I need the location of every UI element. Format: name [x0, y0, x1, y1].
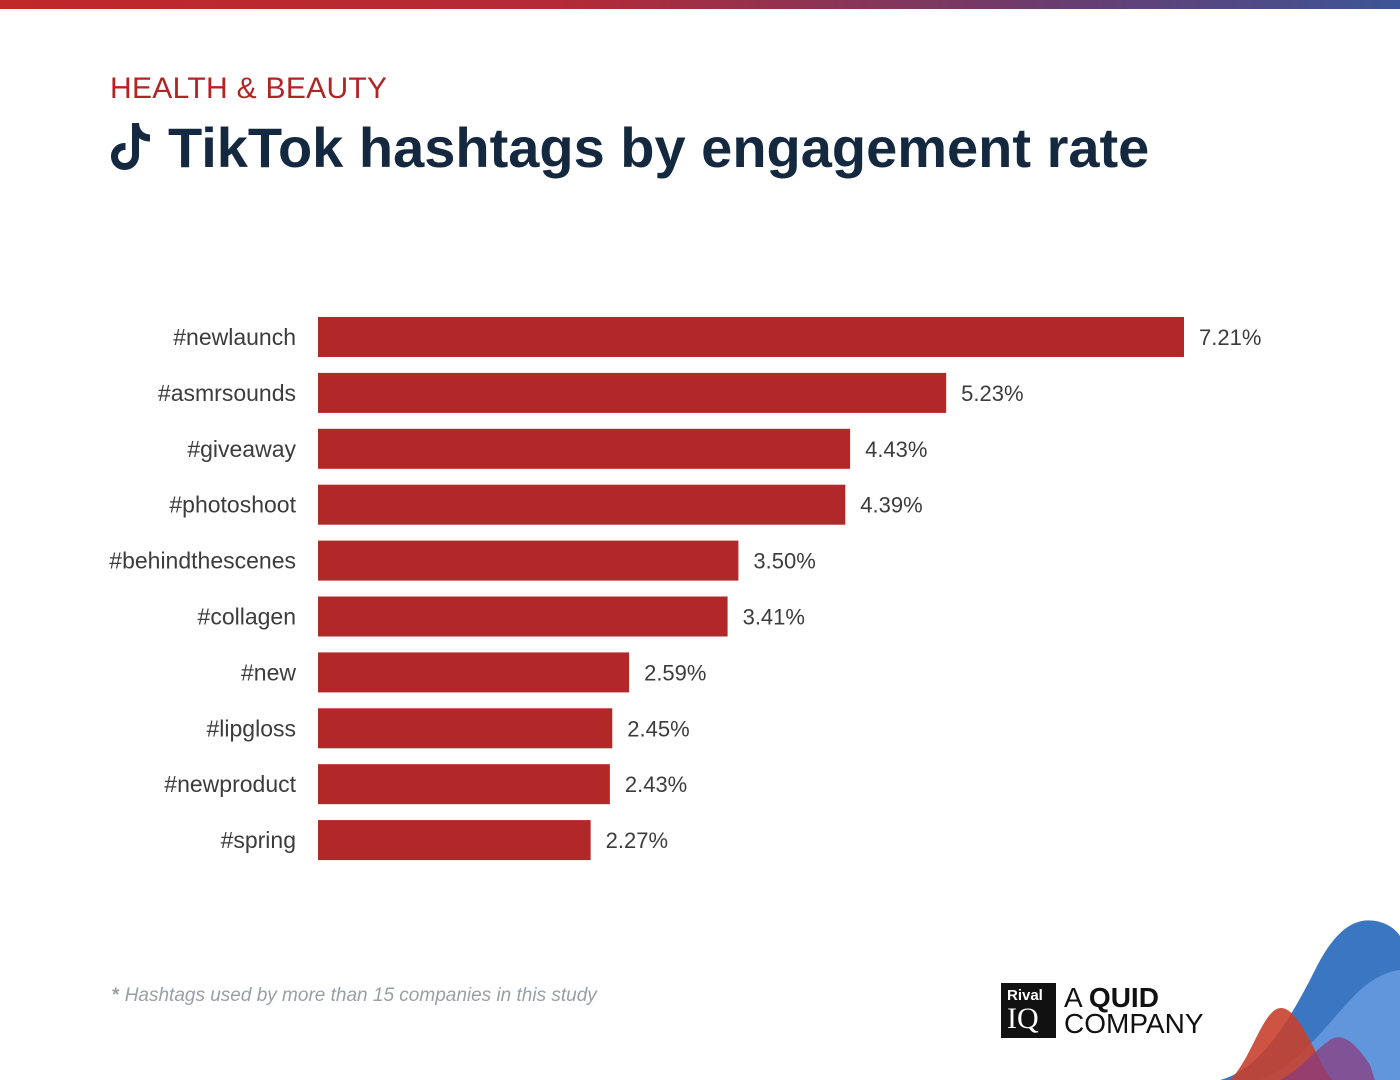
- bar-behindthescenes: [318, 540, 739, 581]
- value-label-spring: 2.27%: [606, 828, 668, 853]
- title-row: TikTok hashtags by engagement rate: [108, 112, 1149, 182]
- tiktok-icon: [111, 123, 150, 170]
- bar-lipgloss: [318, 708, 613, 749]
- brand-company: COMPANY: [1064, 1007, 1204, 1039]
- category-label-behindthescenes: #behindthescenes: [109, 548, 296, 574]
- top-accent-stripe: [0, 0, 1400, 9]
- bar-collagen: [318, 596, 728, 637]
- value-label-lipgloss: 2.45%: [627, 716, 689, 741]
- decorative-waves: [1220, 920, 1400, 1080]
- value-label-new: 2.59%: [644, 660, 706, 685]
- value-label-giveaway: 4.43%: [865, 437, 927, 462]
- bar-newproduct: [318, 764, 610, 805]
- category-label-lipgloss: #lipgloss: [207, 715, 297, 741]
- bar-new: [318, 652, 630, 693]
- category-label-photoshoot: #photoshoot: [169, 492, 296, 518]
- value-label-collagen: 3.41%: [743, 605, 805, 630]
- value-label-behindthescenes: 3.50%: [753, 549, 815, 574]
- value-label-asmrsounds: 5.23%: [961, 381, 1023, 406]
- bar-photoshoot: [318, 484, 846, 525]
- category-label-giveaway: #giveaway: [187, 436, 296, 462]
- category-label-asmrsounds: #asmrsounds: [158, 380, 296, 406]
- category-label-newproduct: #newproduct: [164, 771, 296, 797]
- logo-rival-text: Rival: [1007, 987, 1043, 1004]
- value-label-newproduct: 2.43%: [625, 772, 687, 797]
- category-label-new: #new: [241, 659, 296, 685]
- chart-title: TikTok hashtags by engagement rate: [168, 115, 1150, 179]
- bar-spring: [318, 820, 591, 861]
- brand-a: A: [1064, 981, 1082, 1013]
- category-label: HEALTH & BEAUTY: [110, 72, 388, 105]
- category-label-newlaunch: #newlaunch: [173, 324, 296, 350]
- category-label-collagen: #collagen: [198, 604, 296, 630]
- brand-quid: QUID: [1088, 981, 1159, 1013]
- category-label-spring: #spring: [221, 827, 296, 853]
- brand-tagline: A QUID COMPANY: [1064, 981, 1204, 1039]
- bar-newlaunch: [318, 317, 1184, 357]
- value-label-newlaunch: 7.21%: [1199, 325, 1261, 350]
- footnote-star: *: [112, 985, 120, 1006]
- value-label-photoshoot: 4.39%: [860, 493, 922, 518]
- footnote: * Hashtags used by more than 15 companie…: [112, 985, 597, 1007]
- brand-logo: Rival IQ A QUID COMPANY: [1001, 983, 1204, 1038]
- logo-iq-text: IQ: [1007, 1002, 1039, 1035]
- bar-asmrsounds: [318, 372, 947, 413]
- rival-iq-logo: Rival IQ: [1001, 983, 1056, 1038]
- footnote-text: Hashtags used by more than 15 companies …: [124, 985, 597, 1006]
- bar-giveaway: [318, 428, 851, 469]
